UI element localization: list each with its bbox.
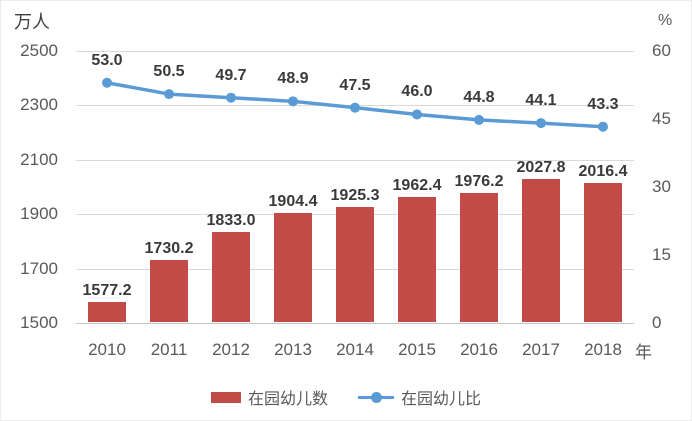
- x-axis-tick-label: 2012: [212, 340, 250, 359]
- x-axis-tick-label: 2013: [274, 340, 312, 359]
- left-axis-tick-label: 1500: [20, 313, 58, 332]
- line-data-label: 44.8: [463, 88, 495, 106]
- bar-series-swatch-icon: [210, 391, 241, 403]
- bar: [274, 213, 312, 322]
- left-axis-tick-label: 2500: [20, 41, 58, 60]
- left-axis-tick-label: 1900: [20, 204, 58, 224]
- legend-item-bar-series: 在园幼儿数: [210, 385, 328, 409]
- line-data-label: 47.5: [339, 76, 371, 94]
- grid-line: [76, 159, 634, 161]
- right-axis-tick-label: 60: [652, 41, 671, 60]
- bar-data-label: 1730.2: [144, 240, 194, 258]
- line-marker-icon: [226, 92, 236, 103]
- line-data-label: 46.0: [401, 83, 433, 101]
- bar-data-label: 1577.2: [82, 282, 132, 299]
- line-marker-icon: [598, 121, 608, 132]
- x-axis-tick-label: 2010: [88, 340, 126, 359]
- bar: [584, 182, 622, 322]
- bar: [460, 193, 498, 322]
- x-axis-line: [76, 323, 634, 324]
- x-axis-unit-label: 年: [635, 343, 652, 362]
- bar: [212, 232, 250, 322]
- right-axis-tick-label: 30: [652, 177, 671, 196]
- line-marker-icon: [412, 109, 422, 120]
- line-marker-icon: [164, 89, 174, 100]
- left-axis-tick-label: 2300: [20, 95, 58, 115]
- legend-label-bar-series: 在园幼儿数: [247, 391, 328, 408]
- bar-data-label: 1962.4: [392, 177, 442, 195]
- x-axis-tick-label: 2016: [460, 340, 498, 359]
- x-axis-tick-label: 2015: [398, 340, 436, 359]
- right-axis-tick-label: 15: [652, 245, 671, 264]
- bar: [522, 179, 560, 322]
- left-axis-unit-label: 万人: [14, 12, 50, 32]
- left-axis-tick-label: 1700: [20, 258, 58, 278]
- x-axis-tick-label: 2018: [584, 340, 622, 359]
- legend-label-line-series: 在园幼儿比: [401, 391, 482, 408]
- line-marker-icon: [536, 118, 546, 129]
- right-axis-tick-label: 0: [652, 313, 662, 332]
- left-axis-tick-label: 2100: [20, 149, 58, 169]
- line-marker-icon: [350, 102, 360, 113]
- bar: [88, 302, 126, 322]
- line-data-label: 53.0: [91, 51, 123, 69]
- line-data-label: 48.9: [277, 70, 309, 88]
- line-swatch-marker-icon: [371, 391, 382, 403]
- bar-data-label: 1925.3: [330, 187, 380, 205]
- legend: 在园幼儿数 在园幼儿比: [1, 386, 691, 408]
- line-marker-icon: [474, 114, 484, 125]
- line-data-label: 49.7: [215, 66, 247, 84]
- right-axis-tick-label: 45: [652, 109, 671, 128]
- x-axis-tick-label: 2011: [150, 340, 188, 359]
- line-marker-icon: [102, 77, 112, 88]
- line-data-label: 44.1: [525, 92, 557, 110]
- right-axis-unit-label: %: [658, 12, 673, 29]
- bar: [398, 197, 436, 322]
- bar: [336, 207, 374, 322]
- grid-line: [76, 51, 634, 52]
- line-data-label: 50.5: [153, 63, 185, 81]
- bar-data-label: 1904.4: [268, 193, 318, 210]
- bar-data-label: 2016.4: [578, 162, 628, 180]
- x-axis-tick-label: 2017: [522, 340, 560, 359]
- line-series-swatch-icon: [358, 391, 394, 403]
- bar-data-label: 1976.2: [454, 173, 504, 191]
- legend-item-line-series: 在园幼儿比: [358, 385, 481, 409]
- x-axis-tick-label: 2014: [336, 340, 374, 359]
- line-data-label: 43.3: [587, 95, 619, 113]
- bar: [150, 260, 188, 322]
- bar-data-label: 1833.0: [206, 212, 256, 230]
- bar-data-label: 2027.8: [516, 159, 566, 177]
